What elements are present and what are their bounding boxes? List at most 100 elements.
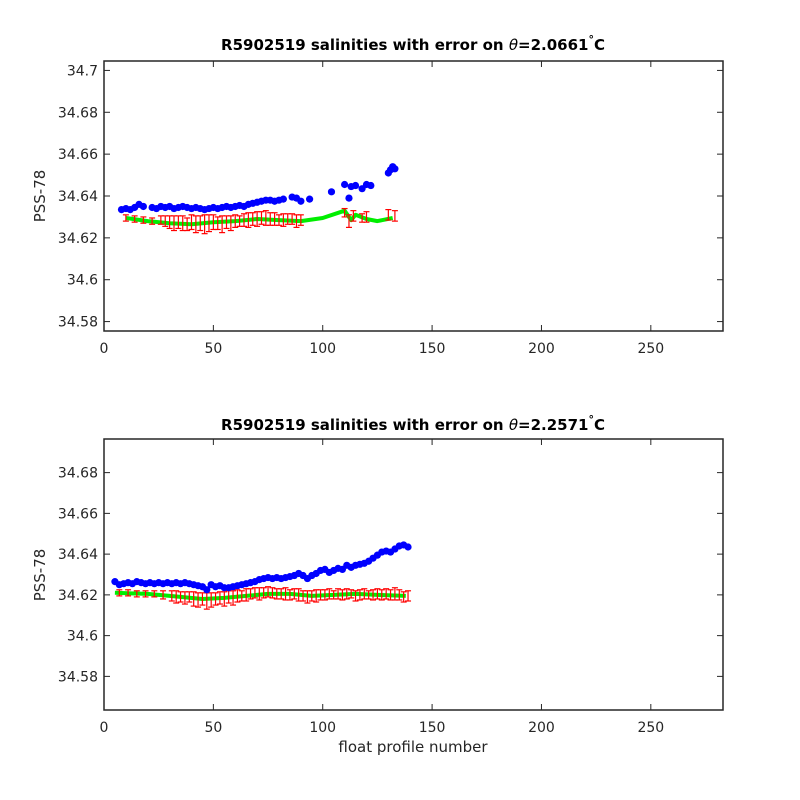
error-bar <box>365 590 372 600</box>
chart-panel-top: R5902519 salinities with error on θ=2.06… <box>31 33 724 357</box>
error-bar <box>160 590 167 600</box>
float-salinity-point <box>345 194 353 202</box>
error-bar <box>142 590 149 598</box>
error-bar <box>335 588 342 600</box>
error-bar <box>363 211 370 223</box>
float-salinity-point <box>341 180 349 189</box>
x-tick-label: 200 <box>528 341 555 357</box>
error-bar <box>391 210 398 222</box>
y-tick-label: 34.6 <box>67 629 98 645</box>
error-bar <box>131 215 138 223</box>
error-bar <box>122 214 129 222</box>
error-bar <box>345 214 352 228</box>
error-bar <box>275 214 282 226</box>
y-tick-label: 34.62 <box>58 588 98 604</box>
error-bar <box>258 211 265 225</box>
float-salinity-point <box>279 195 287 203</box>
x-tick-label: 0 <box>100 720 109 736</box>
error-bar <box>234 589 241 603</box>
error-bar <box>278 588 285 600</box>
x-tick-label: 50 <box>204 341 222 357</box>
x-tick-label: 150 <box>419 720 446 736</box>
y-tick-label: 34.7 <box>67 63 98 79</box>
error-bar <box>374 588 381 600</box>
error-bar <box>405 590 412 602</box>
error-bar <box>308 590 315 602</box>
y-tick-label: 34.66 <box>58 147 98 163</box>
error-bar <box>396 589 403 601</box>
error-bar <box>173 590 180 604</box>
chart-title-top: R5902519 salinities with error on θ=2.06… <box>221 33 605 54</box>
error-bar <box>190 591 197 607</box>
axis-ticks-bottom: 0 50 100 150 200 250 34.58 34.6 34.62 34.64 34.66 3… <box>58 439 723 736</box>
float-salinity-point <box>327 188 336 196</box>
error-bar <box>249 212 256 226</box>
mapped-salinity-line <box>125 208 394 227</box>
y-tick-label: 34.58 <box>58 669 98 685</box>
error-bar <box>321 589 328 601</box>
error-bar <box>378 589 385 601</box>
float-salinity-point <box>351 181 360 190</box>
error-bar <box>133 590 140 598</box>
error-bar <box>385 209 392 221</box>
float-salinity-point <box>139 202 147 211</box>
y-tick-label: 34.62 <box>58 231 98 247</box>
error-bar <box>286 589 293 601</box>
x-tick-label: 200 <box>528 720 555 736</box>
error-bar <box>227 215 234 232</box>
error-bar <box>343 588 350 600</box>
error-bar <box>370 589 377 601</box>
error-bar <box>247 588 254 600</box>
y-axis-label-bottom: PSS-78 <box>31 549 49 602</box>
error-bar <box>214 216 221 231</box>
y-tick-label: 34.68 <box>58 466 98 482</box>
y-tick-label: 34.64 <box>58 189 98 205</box>
chart-panel-bottom: R5902519 salinities with error on θ=2.25… <box>31 413 724 756</box>
plot-marks-top <box>117 163 399 235</box>
float-salinity-point <box>391 165 399 173</box>
float-salinity-point <box>297 197 305 205</box>
x-tick-label: 0 <box>100 341 109 357</box>
error-bar <box>232 214 239 228</box>
error-bar <box>356 589 363 601</box>
chart-title-bottom: R5902519 salinities with error on θ=2.25… <box>221 413 605 434</box>
error-bar <box>339 589 346 601</box>
plot-frame-bottom <box>103 438 724 711</box>
error-bar <box>197 215 204 232</box>
error-bar <box>341 207 348 218</box>
y-tick-label: 34.6 <box>67 273 98 289</box>
float-salinity-point <box>203 586 211 594</box>
axis-ticks-top: 0 50 100 150 200 250 34.58 34.6 34.62 34.64 34.66 3… <box>58 61 723 357</box>
error-bar <box>221 591 228 607</box>
x-tick-label: 250 <box>637 720 664 736</box>
error-bar <box>400 591 407 603</box>
error-bar <box>297 214 304 226</box>
y-tick-label: 34.68 <box>58 105 98 121</box>
error-bar <box>260 587 267 599</box>
x-axis-label-bottom: float profile number <box>338 738 488 756</box>
plot-marks-bottom <box>111 541 412 610</box>
error-bar <box>269 587 276 599</box>
y-axis-label-top: PSS-78 <box>31 170 49 223</box>
error-bar <box>125 589 132 597</box>
error-bar <box>352 590 359 602</box>
error-bar <box>265 586 272 598</box>
error-bar <box>240 213 247 227</box>
x-tick-label: 100 <box>309 720 336 736</box>
x-tick-label: 250 <box>637 341 664 357</box>
error-bar <box>212 592 219 606</box>
error-bar <box>289 213 296 225</box>
float-salinity-point <box>404 543 412 551</box>
y-tick-label: 34.66 <box>58 506 98 522</box>
error-bar <box>188 214 195 231</box>
error-bar <box>383 588 390 600</box>
float-salinity-point <box>367 181 375 190</box>
error-bar <box>230 590 237 606</box>
error-bar <box>151 590 158 598</box>
y-tick-label: 34.58 <box>58 315 98 331</box>
y-tick-label: 34.64 <box>58 547 98 563</box>
x-tick-label: 100 <box>309 341 336 357</box>
error-bar <box>140 216 147 224</box>
